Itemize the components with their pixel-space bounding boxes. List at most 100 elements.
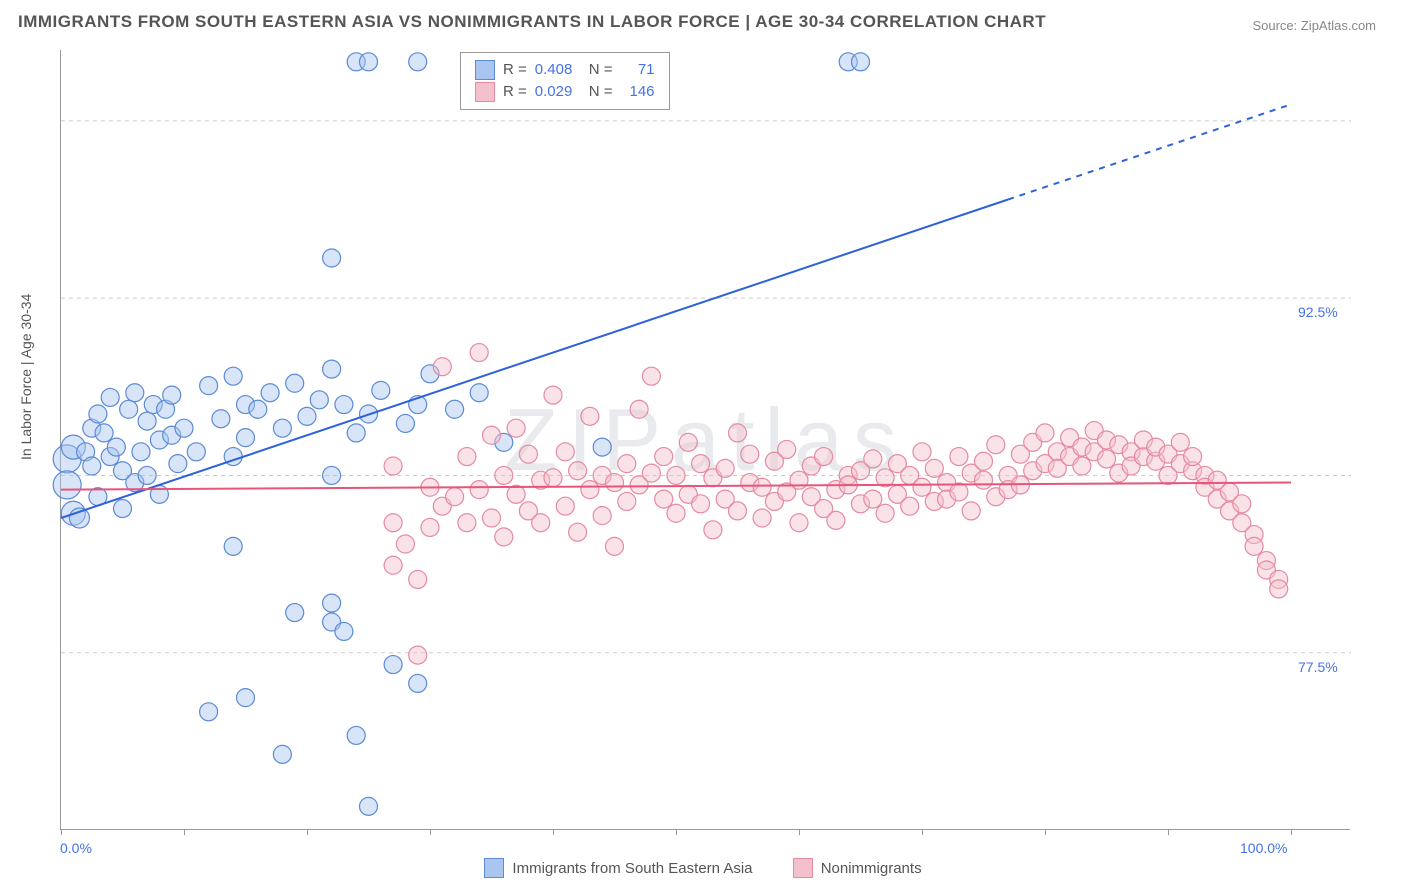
scatter-point [83, 457, 101, 475]
legend-label-a: Immigrants from South Eastern Asia [512, 860, 752, 877]
scatter-point [310, 391, 328, 409]
scatter-point [790, 471, 808, 489]
scatter-point [901, 497, 919, 515]
scatter-point [138, 412, 156, 430]
scatter-point [483, 509, 501, 527]
scatter-point [446, 488, 464, 506]
scatter-point [261, 384, 279, 402]
x-tick [799, 829, 800, 835]
scatter-point [470, 384, 488, 402]
x-tick [430, 829, 431, 835]
scatter-point [1270, 580, 1288, 598]
legend-r-value-b: 0.029 [535, 81, 581, 103]
scatter-point [335, 622, 353, 640]
scatter-point [409, 646, 427, 664]
legend-series: Immigrants from South Eastern Asia Nonim… [0, 858, 1406, 882]
y-tick-label: 77.5% [1298, 659, 1338, 675]
scatter-point [913, 478, 931, 496]
scatter-point [107, 438, 125, 456]
scatter-point [729, 502, 747, 520]
scatter-point [950, 483, 968, 501]
scatter-point [581, 407, 599, 425]
scatter-point [126, 384, 144, 402]
scatter-point [237, 689, 255, 707]
scatter-point [458, 514, 476, 532]
x-tick [184, 829, 185, 835]
scatter-point [729, 424, 747, 442]
scatter-point [323, 594, 341, 612]
scatter-point [212, 410, 230, 428]
x-tick [1045, 829, 1046, 835]
scatter-point [642, 464, 660, 482]
scatter-point [421, 518, 439, 536]
legend-swatch-a [475, 60, 495, 80]
scatter-point [169, 455, 187, 473]
scatter-point [101, 388, 119, 406]
scatter-point [655, 490, 673, 508]
scatter-point [237, 429, 255, 447]
scatter-point [852, 53, 870, 71]
scatter-point [273, 745, 291, 763]
x-tick [307, 829, 308, 835]
scatter-point [114, 500, 132, 518]
scatter-point [470, 344, 488, 362]
scatter-point [679, 433, 697, 451]
scatter-point [360, 797, 378, 815]
scatter-point [655, 448, 673, 466]
scatter-point [409, 53, 427, 71]
scatter-point [987, 436, 1005, 454]
scatter-point [323, 466, 341, 484]
scatter-point [224, 537, 242, 555]
legend-item-a: Immigrants from South Eastern Asia [484, 858, 752, 878]
scatter-point [642, 367, 660, 385]
scatter-point [249, 400, 267, 418]
x-tick [1291, 829, 1292, 835]
scatter-point [532, 514, 550, 532]
scatter-point [753, 478, 771, 496]
x-tick-label: 0.0% [60, 840, 92, 856]
scatter-point [519, 445, 537, 463]
scatter-point [286, 604, 304, 622]
scatter-point [200, 703, 218, 721]
legend-swatch-a2 [484, 858, 504, 878]
scatter-point [335, 396, 353, 414]
scatter-point [360, 53, 378, 71]
scatter-point [132, 443, 150, 461]
legend-row-series-b: R = 0.029 N = 146 [475, 81, 655, 103]
scatter-point [975, 471, 993, 489]
scatter-point [507, 485, 525, 503]
scatter-point [975, 452, 993, 470]
scatter-point [741, 445, 759, 463]
scatter-point [495, 528, 513, 546]
scatter-point [495, 466, 513, 484]
scatter-point [618, 492, 636, 510]
scatter-point [815, 448, 833, 466]
scatter-point [347, 424, 365, 442]
scatter-point [409, 570, 427, 588]
scatter-point [790, 514, 808, 532]
scatter-point [593, 438, 611, 456]
scatter-point [372, 381, 390, 399]
scatter-point [544, 386, 562, 404]
scatter-svg [61, 50, 1351, 830]
scatter-point [89, 405, 107, 423]
scatter-point [827, 511, 845, 529]
scatter-point [1233, 495, 1251, 513]
scatter-point [323, 360, 341, 378]
scatter-point [483, 426, 501, 444]
legend-item-b: Nonimmigrants [793, 858, 922, 878]
scatter-point [323, 249, 341, 267]
scatter-point [581, 481, 599, 499]
scatter-point [1171, 433, 1189, 451]
scatter-point [864, 490, 882, 508]
legend-row-series-a: R = 0.408 N = 71 [475, 59, 655, 81]
scatter-point [1245, 537, 1263, 555]
scatter-point [606, 537, 624, 555]
legend-swatch-b2 [793, 858, 813, 878]
scatter-point [704, 521, 722, 539]
scatter-point [409, 674, 427, 692]
scatter-point [273, 419, 291, 437]
scatter-point [200, 377, 218, 395]
scatter-point [962, 502, 980, 520]
scatter-point [1184, 448, 1202, 466]
